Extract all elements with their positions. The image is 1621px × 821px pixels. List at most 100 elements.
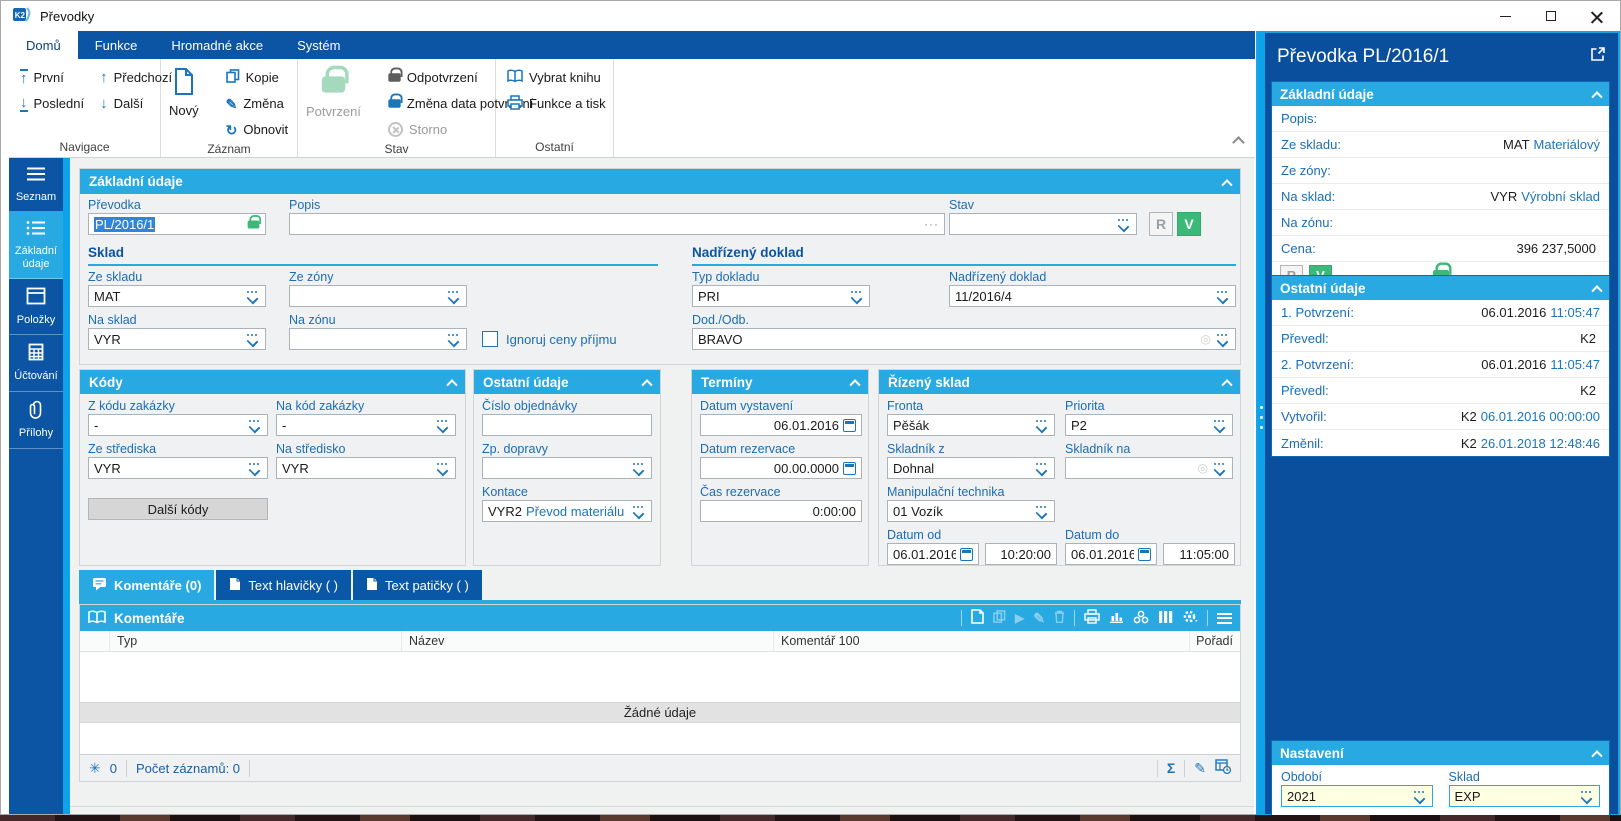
cislo-objednavky-input[interactable]	[482, 414, 652, 436]
cancel-button[interactable]: Storno	[385, 118, 536, 141]
dalsi-kody-button[interactable]: Další kódy	[88, 498, 268, 520]
ribbon-tab-system[interactable]: Systém	[297, 37, 341, 53]
dropdown-icon[interactable]	[245, 332, 260, 347]
ze-zony-input[interactable]	[289, 285, 467, 307]
collapse-chevron-icon[interactable]	[1591, 91, 1603, 103]
columns-icon[interactable]	[1158, 610, 1173, 627]
column-komentar[interactable]: Komentář 100	[774, 631, 1190, 651]
grid-history-icon[interactable]	[1215, 759, 1232, 777]
dropdown-icon[interactable]	[1116, 217, 1131, 232]
dod-odb-input[interactable]: BRAVO ◎	[692, 328, 1236, 350]
calendar-icon[interactable]	[843, 418, 856, 432]
skladnik-na-input[interactable]: ◎	[1065, 457, 1233, 479]
v-button[interactable]: V	[1177, 212, 1201, 236]
next-button[interactable]: ↓ Další	[100, 95, 144, 112]
collapse-chevron-icon[interactable]	[1591, 285, 1603, 297]
ribbon-tab-funkce[interactable]: Funkce	[94, 37, 138, 53]
unconfirm-button[interactable]: Odpotvrzení	[385, 66, 536, 89]
column-typ[interactable]: Typ	[110, 631, 402, 651]
datum-rezervace-input[interactable]: 00.00.0000	[700, 457, 862, 479]
datum-vystaveni-input[interactable]: 06.01.2016	[700, 414, 862, 436]
z-kodu-zakazky-input[interactable]: -	[88, 414, 268, 436]
collapse-chevron-icon[interactable]	[1221, 178, 1233, 190]
tab-text-paticky[interactable]: Text patičky ( )	[353, 570, 482, 600]
cas-do-input[interactable]: 11:05:00	[1163, 543, 1235, 565]
dropdown-icon[interactable]	[1579, 789, 1594, 804]
new-record-button[interactable]: Nový	[169, 66, 199, 141]
dropdown-icon[interactable]	[446, 289, 461, 304]
delete-row-icon[interactable]	[1054, 610, 1065, 626]
dropdown-icon[interactable]	[1212, 418, 1227, 433]
manipulacni-technika-input[interactable]: 01 Vozík	[887, 500, 1055, 522]
splitter[interactable]	[1258, 33, 1265, 814]
r-button[interactable]: R	[1149, 212, 1173, 236]
dropdown-icon[interactable]	[245, 289, 260, 304]
ribbon-tab-domu[interactable]: Domů	[9, 31, 78, 59]
print-icon[interactable]	[1084, 609, 1100, 627]
settings-gear-icon[interactable]	[1182, 609, 1198, 627]
dropdown-icon[interactable]	[446, 332, 461, 347]
first-button[interactable]: ↑ První	[20, 69, 64, 87]
na-zonu-input[interactable]	[289, 328, 467, 350]
typ-dokladu-input[interactable]: PRI	[692, 285, 870, 307]
cas-od-input[interactable]: 10:20:00	[985, 543, 1057, 565]
ze-strediska-input[interactable]: VYR	[88, 457, 268, 479]
collapse-chevron-icon[interactable]	[446, 379, 458, 391]
change-button[interactable]: ✎ Změna	[225, 95, 284, 112]
last-button[interactable]: ↓ Poslední	[20, 94, 85, 112]
sidebar-item-uctovani[interactable]: Účtování	[9, 335, 63, 392]
workflow-icon[interactable]	[1133, 610, 1149, 627]
tab-text-hlavicky[interactable]: Text hlavičky ( )	[216, 570, 351, 600]
new-row-icon[interactable]	[971, 609, 984, 627]
skladnik-z-input[interactable]: Dohnal	[887, 457, 1055, 479]
popis-input[interactable]: ···	[289, 213, 945, 235]
pencil-icon[interactable]: ✎	[1194, 760, 1206, 776]
checkbox-icon[interactable]	[482, 331, 498, 347]
nadrizeny-doklad-input[interactable]: 11/2016/4	[949, 285, 1236, 307]
stav-input[interactable]	[949, 213, 1137, 235]
dropdown-icon[interactable]	[247, 461, 262, 476]
sidebar-item-prilohy[interactable]: Přílohy	[9, 392, 63, 450]
minimize-button[interactable]	[1482, 1, 1528, 31]
datum-od-input[interactable]: 06.01.2016	[887, 543, 979, 565]
dropdown-icon[interactable]	[631, 504, 646, 519]
dropdown-icon[interactable]	[435, 461, 450, 476]
sidebar-item-zakladni-udaje[interactable]: Základní údaje	[9, 212, 63, 280]
ribbon-tab-hromadne-akce[interactable]: Hromadné akce	[171, 37, 264, 53]
sidebar-item-polozky[interactable]: Položky	[9, 279, 63, 336]
dropdown-icon[interactable]	[1034, 461, 1049, 476]
refresh-button[interactable]: ↻ Obnovit	[225, 121, 289, 138]
previous-button[interactable]: ↑ Předchozí	[100, 69, 173, 86]
copy-button[interactable]: Kopie	[223, 66, 292, 89]
dropdown-icon[interactable]	[247, 418, 262, 433]
select-book-button[interactable]: Vybrat knihu	[504, 66, 609, 89]
dropdown-icon[interactable]	[1212, 461, 1227, 476]
maximize-button[interactable]	[1528, 1, 1574, 31]
calendar-icon[interactable]	[1138, 547, 1151, 561]
prevodka-input[interactable]: PL/2016/1	[88, 213, 266, 235]
functions-print-button[interactable]: Funkce a tisk	[504, 92, 609, 115]
dropdown-icon[interactable]	[1034, 504, 1049, 519]
play-icon[interactable]: ▶	[1015, 611, 1025, 625]
zp-dopravy-input[interactable]	[482, 457, 652, 479]
menu-icon[interactable]	[1217, 612, 1232, 624]
more-icon[interactable]: ···	[924, 217, 939, 231]
open-in-window-icon[interactable]	[1590, 46, 1606, 68]
ze-skladu-input[interactable]: MAT	[88, 285, 266, 307]
collapse-chevron-icon[interactable]	[849, 379, 861, 391]
dropdown-icon[interactable]	[1412, 789, 1427, 804]
dropdown-icon[interactable]	[435, 418, 450, 433]
sum-icon[interactable]: Σ	[1166, 760, 1176, 776]
obdobi-input[interactable]: 2021	[1281, 785, 1433, 807]
dropdown-icon[interactable]	[1034, 418, 1049, 433]
row-selector-column[interactable]	[80, 631, 110, 651]
calendar-icon[interactable]	[960, 547, 973, 561]
datum-do-input[interactable]: 06.01.2016	[1065, 543, 1157, 565]
na-sklad-input[interactable]: VYR	[88, 328, 266, 350]
dropdown-icon[interactable]	[1215, 332, 1230, 347]
collapse-chevron-icon[interactable]	[641, 379, 653, 391]
column-nazev[interactable]: Název	[402, 631, 774, 651]
sklad-input[interactable]: EXP	[1448, 785, 1600, 807]
fronta-input[interactable]: Pěšák	[887, 414, 1055, 436]
